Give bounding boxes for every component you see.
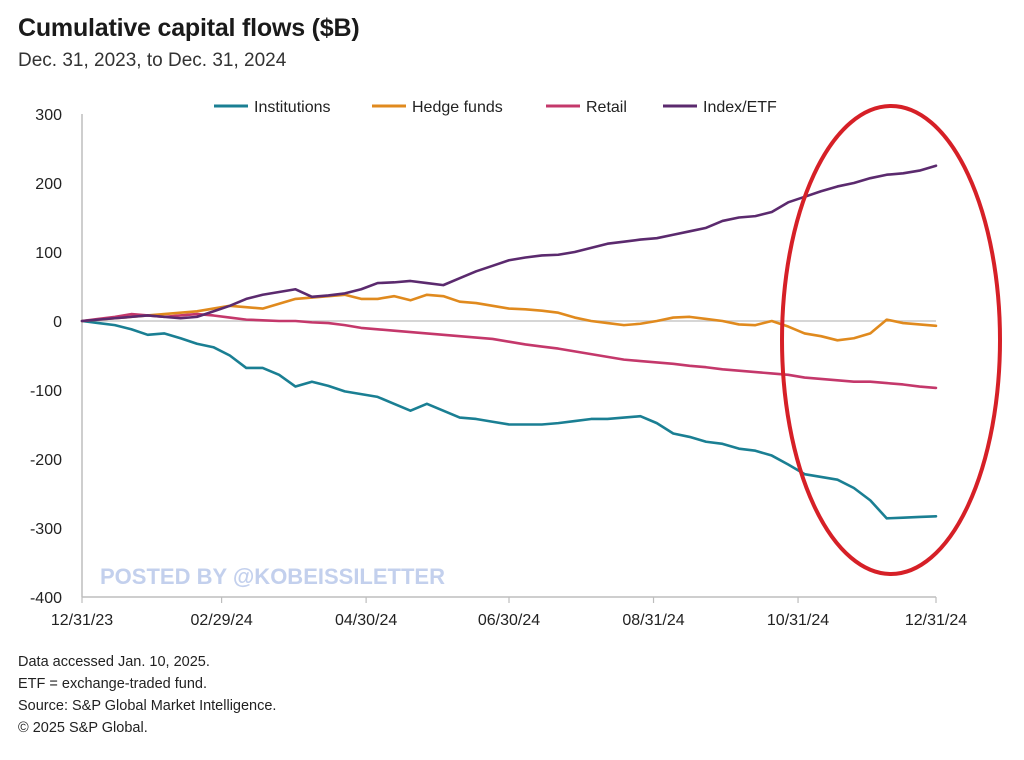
chart-title: Cumulative capital flows ($B) (18, 14, 360, 42)
legend: Institutions Hedge funds Retail Index/ETF (214, 99, 777, 116)
chart-subtitle: Dec. 31, 2023, to Dec. 31, 2024 (18, 50, 287, 71)
y-axis: 300 200 100 0 -100 -200 -300 -400 (30, 107, 83, 607)
x-axis: 12/31/23 02/29/24 04/30/24 06/30/24 08/31/24… (51, 596, 967, 629)
x-tick-label: 12/31/23 (51, 612, 113, 629)
y-tick-label: -400 (30, 590, 62, 607)
x-tick-label: 10/31/24 (767, 612, 829, 629)
series-line-index-etf (80, 164, 938, 323)
series-line-hedge-funds (80, 293, 938, 342)
series-group (80, 164, 938, 520)
x-tick-label: 04/30/24 (335, 612, 397, 629)
y-tick-label: 100 (35, 245, 62, 262)
y-tick-label: 200 (35, 176, 62, 193)
x-tick-label: 12/31/24 (905, 612, 967, 629)
x-tick-label: 02/29/24 (190, 612, 252, 629)
x-tick-label: 08/31/24 (622, 612, 684, 629)
y-tick-label: 300 (35, 107, 62, 124)
y-tick-label: -200 (30, 452, 62, 469)
legend-label: Index/ETF (703, 99, 777, 116)
highlight-ellipse (780, 104, 1002, 576)
footnotes: Data accessed Jan. 10, 2025. ETF = excha… (18, 651, 276, 739)
footnote-line: ETF = exchange-traded fund. (18, 676, 208, 692)
series-line-institutions (80, 319, 938, 520)
series-line-retail (80, 312, 938, 390)
y-tick-label: 0 (53, 314, 62, 331)
watermark: POSTED BY @KOBEISSILETTER (100, 564, 445, 589)
x-tick-label: 06/30/24 (478, 612, 540, 629)
legend-label: Institutions (254, 99, 330, 116)
y-tick-label: -300 (30, 521, 62, 538)
footnote-line: © 2025 S&P Global. (18, 720, 148, 736)
line-chart: Institutions Hedge funds Retail Index/ETF 3… (30, 99, 1002, 629)
y-tick-label: -100 (30, 383, 62, 400)
legend-label: Retail (586, 99, 627, 116)
legend-label: Hedge funds (412, 99, 503, 116)
footnote-line: Source: S&P Global Market Intelligence. (18, 698, 277, 714)
footnote-line: Data accessed Jan. 10, 2025. (18, 654, 210, 670)
